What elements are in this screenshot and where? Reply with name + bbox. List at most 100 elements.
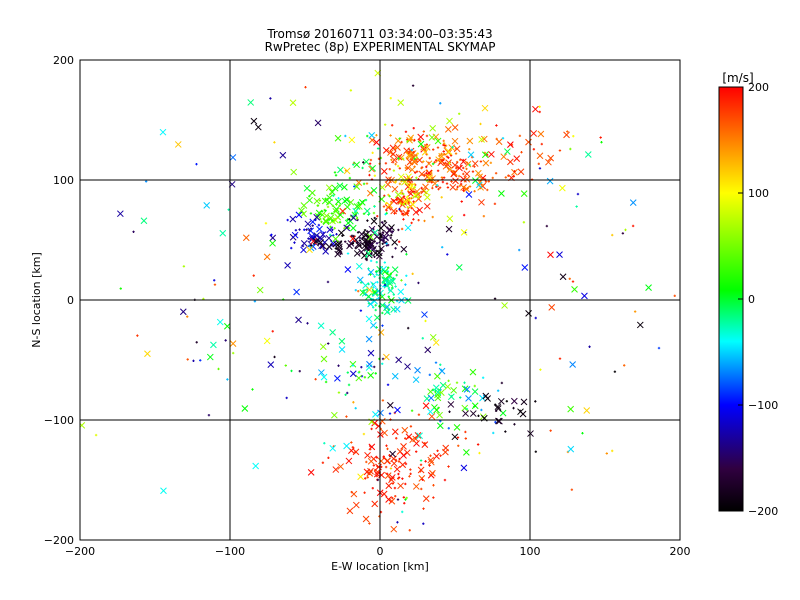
data-point (412, 126, 415, 130)
data-point (452, 177, 459, 185)
data-point (256, 286, 264, 294)
data-point (332, 466, 340, 473)
data-point (362, 432, 366, 436)
data-point (495, 417, 502, 425)
data-point (366, 476, 369, 479)
data-point (362, 515, 370, 523)
x-tick-label: −200 (65, 545, 95, 558)
data-point (409, 162, 413, 165)
data-point (363, 228, 367, 232)
data-point (416, 432, 423, 440)
data-point (389, 467, 393, 470)
data-point (339, 207, 347, 215)
data-point (569, 147, 572, 151)
data-point (313, 197, 321, 205)
data-point (375, 249, 383, 257)
data-point (267, 361, 275, 368)
data-point (344, 240, 347, 243)
data-point (375, 463, 382, 471)
data-point (404, 224, 412, 232)
data-point (424, 346, 432, 354)
data-point (343, 224, 351, 232)
data-point (174, 141, 182, 148)
data-point (599, 136, 602, 139)
data-point (520, 398, 528, 406)
data-point (395, 153, 403, 161)
data-point (336, 244, 340, 247)
data-point (386, 243, 390, 247)
data-point (310, 237, 317, 245)
data-point (394, 247, 397, 250)
data-point (460, 175, 467, 183)
data-point (493, 202, 497, 206)
data-point (521, 264, 529, 271)
data-point (349, 370, 357, 378)
data-point (334, 134, 342, 142)
data-point (480, 408, 483, 412)
data-point (534, 316, 537, 320)
data-point (391, 482, 395, 485)
data-point (345, 415, 348, 418)
data-point (293, 288, 300, 296)
data-point (462, 172, 465, 176)
data-point (493, 403, 497, 407)
data-point (451, 161, 459, 169)
data-point (366, 134, 369, 138)
data-point (269, 97, 272, 100)
data-point (402, 203, 406, 206)
data-point (419, 470, 422, 473)
data-point (318, 369, 325, 376)
data-point (353, 161, 361, 169)
data-point (410, 148, 414, 152)
data-point (179, 308, 187, 316)
data-point (368, 522, 371, 525)
data-point (405, 173, 412, 181)
data-point (465, 395, 472, 402)
data-point (397, 157, 400, 160)
data-point (387, 193, 390, 197)
data-point (381, 362, 384, 365)
data-point (414, 171, 417, 174)
data-point (351, 446, 355, 449)
data-point (337, 166, 344, 174)
data-point (394, 181, 397, 184)
data-point (332, 244, 335, 248)
data-point (381, 399, 385, 402)
data-point (273, 355, 276, 359)
data-point (319, 231, 327, 238)
data-point (425, 143, 429, 146)
data-point (390, 525, 398, 533)
data-point (412, 483, 420, 490)
data-point (344, 134, 347, 138)
data-point (405, 433, 413, 441)
data-point (326, 205, 330, 209)
data-point (195, 162, 198, 166)
data-point (367, 302, 371, 305)
data-point (422, 160, 425, 163)
data-point (460, 200, 463, 203)
data-point (495, 137, 498, 141)
data-point (442, 139, 445, 143)
grid-lines (80, 60, 680, 540)
data-point (465, 167, 468, 171)
data-point (427, 408, 434, 416)
data-point (398, 167, 402, 170)
data-point (321, 197, 329, 205)
data-point (423, 219, 426, 223)
data-point (461, 404, 469, 412)
data-point (475, 169, 482, 177)
data-point (290, 369, 293, 373)
data-point (417, 413, 421, 416)
data-point (559, 184, 566, 192)
data-point (341, 197, 349, 205)
data-point (362, 182, 366, 186)
data-point (409, 181, 412, 184)
data-point (570, 488, 574, 491)
data-point (406, 184, 414, 191)
data-point (431, 148, 435, 151)
data-point (216, 318, 224, 326)
data-point (346, 242, 353, 250)
data-point (398, 182, 402, 186)
data-point (545, 224, 549, 228)
data-point (417, 281, 420, 285)
